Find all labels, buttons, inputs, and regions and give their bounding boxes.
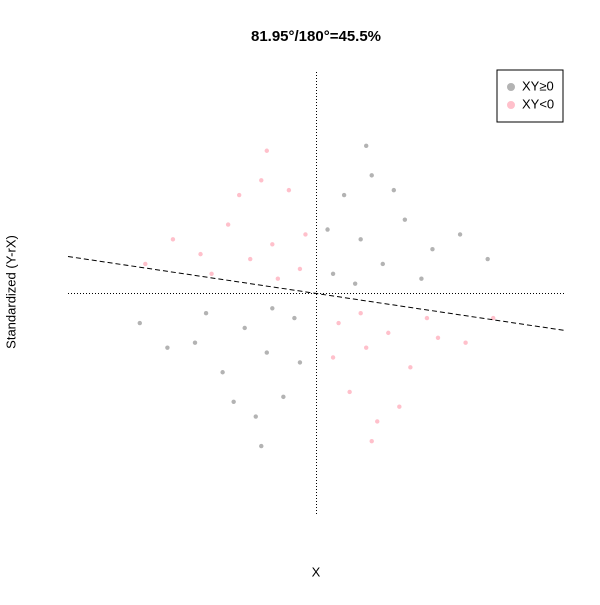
point [408, 365, 413, 370]
point [341, 192, 347, 198]
point [397, 404, 402, 409]
point [137, 320, 142, 326]
point [286, 187, 292, 193]
point [358, 310, 363, 316]
point [253, 414, 258, 419]
legend-marker [507, 83, 515, 91]
regression-line [67, 256, 566, 331]
point [242, 325, 247, 331]
point [248, 256, 253, 262]
point [435, 335, 441, 340]
point [303, 232, 308, 237]
point [203, 310, 209, 316]
point [330, 271, 336, 277]
point [264, 148, 269, 153]
point [402, 217, 408, 222]
point [236, 192, 242, 198]
point [336, 320, 341, 326]
point [463, 340, 468, 345]
y-axis-label: Standardized (Y-rX) [3, 235, 18, 349]
point [192, 340, 198, 345]
point [165, 345, 170, 350]
point [457, 232, 463, 237]
point [369, 173, 374, 178]
x-axis-label: X [312, 564, 321, 579]
point [143, 261, 148, 267]
legend-label: XY<0 [522, 96, 554, 111]
point [198, 251, 203, 257]
point [270, 242, 275, 247]
legend-box [496, 69, 564, 123]
point [358, 237, 363, 242]
point [386, 330, 391, 336]
point [231, 399, 236, 404]
point [264, 350, 269, 355]
point [297, 266, 303, 272]
point [391, 187, 397, 193]
point [297, 360, 303, 365]
point [347, 389, 352, 395]
point [325, 227, 330, 232]
point [364, 143, 369, 149]
point [259, 178, 264, 183]
point [419, 276, 424, 281]
point [364, 345, 369, 350]
point [430, 247, 435, 252]
point [209, 271, 214, 277]
point [292, 315, 297, 321]
legend-label: XY≥0 [522, 78, 554, 93]
point [380, 261, 385, 267]
point [485, 256, 490, 262]
legend-marker [507, 101, 515, 109]
point [352, 281, 358, 286]
point [259, 443, 264, 449]
point [225, 222, 231, 227]
point [220, 370, 225, 375]
chart-title: 81.95°/180°=45.5% [251, 28, 381, 45]
point [369, 438, 374, 444]
point [170, 237, 176, 242]
point [424, 315, 430, 321]
point [275, 276, 281, 281]
point [270, 306, 275, 311]
point [375, 419, 380, 424]
point [281, 394, 286, 400]
point [330, 355, 336, 360]
